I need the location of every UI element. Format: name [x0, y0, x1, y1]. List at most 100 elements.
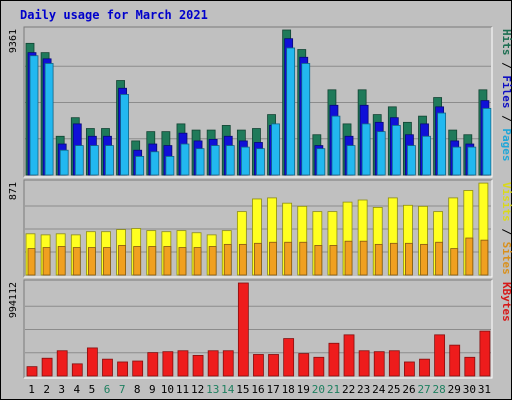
kbytes-border-dark — [23, 279, 492, 378]
kbytes-border-light — [24, 280, 493, 379]
visits-sites-bar — [42, 247, 51, 276]
kbytes-kbytes-bar — [373, 351, 385, 377]
x-tick-label: 12 — [191, 383, 204, 396]
visits-sites-bar — [374, 243, 383, 276]
x-tick-label: 25 — [387, 383, 400, 396]
visits-sites-bar — [133, 246, 142, 276]
hits-pages-bar — [331, 115, 341, 176]
visits-legend-sites: Sites — [500, 242, 512, 275]
x-tick-label: 5 — [89, 383, 96, 396]
hits-pages-bar — [467, 146, 477, 176]
hits-ymax-label: 9361 — [8, 29, 19, 53]
visits-legend-separator: / — [500, 222, 512, 242]
hits-pages-bar — [180, 143, 190, 176]
kbytes-kbytes-bar — [253, 354, 264, 377]
x-tick-label: 21 — [327, 383, 340, 396]
x-tick-label: 4 — [74, 383, 81, 396]
visits-sites-bar — [118, 245, 126, 276]
kbytes-kbytes-bar — [298, 353, 310, 377]
x-tick-label: 19 — [297, 383, 310, 396]
kbytes-kbytes-bar — [177, 350, 189, 377]
hits-pages-bar — [361, 123, 371, 176]
kbytes-kbytes-bar — [207, 350, 219, 377]
visits-sites-bar — [344, 240, 353, 276]
kbytes-kbytes-bar — [41, 357, 53, 377]
chart-title: Daily usage for March 2021 — [20, 8, 208, 22]
x-tick-label: 11 — [176, 383, 189, 396]
kbytes-kbytes-bar — [26, 366, 38, 377]
kbytes-kbytes-bar — [237, 282, 249, 377]
kbytes-kbytes-bar — [404, 361, 415, 377]
hits-pages-bar — [165, 156, 175, 176]
x-tick-label: 26 — [402, 383, 415, 396]
visits-sites-bar — [314, 245, 323, 276]
x-tick-label: 13 — [206, 383, 219, 396]
hits-pages-bar — [437, 112, 447, 176]
visits-sites-bar — [163, 246, 172, 276]
visits-sites-bar — [27, 248, 36, 276]
kbytes-kbytes-bar — [358, 350, 370, 377]
hits-border-light — [24, 27, 493, 178]
visits-sites-bar — [420, 243, 428, 276]
x-tick-label: 15 — [236, 383, 249, 396]
visits-sites-bar — [450, 248, 459, 276]
hits-pages-bar — [407, 145, 416, 176]
x-tick-label: 14 — [221, 383, 235, 396]
kbytes-kbytes-bar — [388, 350, 400, 377]
kbytes-kbytes-bar — [479, 330, 491, 377]
visits-sites-bar — [103, 247, 111, 276]
hits-pages-bar — [391, 125, 401, 176]
kbytes-kbytes-bar — [464, 356, 476, 377]
kbytes-kbytes-bar — [56, 350, 68, 377]
kbytes-kbytes-bar — [343, 334, 355, 377]
x-tick-label: 6 — [104, 383, 111, 396]
visits-sites-bar — [178, 247, 187, 276]
x-tick-label: 2 — [43, 383, 50, 396]
visits-sites-bar — [57, 246, 66, 276]
kbytes-kbytes-bar — [434, 334, 446, 377]
panel-hits: 9361 Hits / Files / Pages — [8, 26, 512, 178]
visits-sites-bar — [223, 243, 232, 276]
x-tick-label: 28 — [433, 383, 446, 396]
visits-sites-bar — [238, 243, 247, 276]
visits-sites-bar — [405, 242, 413, 276]
hits-pages-bar — [29, 55, 39, 176]
kbytes-legend: KBytes — [500, 282, 512, 322]
x-tick-label: 22 — [342, 383, 355, 396]
hits-pages-bar — [286, 47, 296, 176]
hits-legend-hits: Hits — [500, 29, 512, 56]
hits-pages-bar — [316, 148, 326, 176]
hits-pages-bar — [452, 146, 462, 176]
kbytes-kbytes-bar — [313, 356, 325, 377]
hits-pages-bar — [44, 63, 54, 176]
hits-pages-bar — [150, 151, 160, 176]
hits-legend-separator: / — [500, 109, 512, 129]
kbytes-kbytes-bar — [328, 342, 340, 377]
visits-border-dark — [23, 179, 492, 277]
hits-pages-bar — [210, 145, 220, 176]
visits-sites-bar — [359, 240, 368, 276]
hits-pages-bar — [120, 94, 129, 176]
x-tick-label: 16 — [251, 383, 264, 396]
x-tick-label: 18 — [282, 383, 295, 396]
panel-visits: 871 Visits / Sites — [8, 179, 512, 278]
kbytes-kbytes-bar — [449, 344, 461, 377]
hits-pages-bar — [225, 145, 235, 176]
visits-sites-bar — [193, 247, 202, 276]
hits-pages-bar — [346, 145, 356, 176]
x-tick-label: 10 — [161, 383, 174, 396]
hits-legend-files: Files — [500, 75, 512, 108]
visits-legend-visits: Visits — [500, 182, 512, 222]
hits-legend-pages: Pages — [500, 128, 512, 161]
kbytes-kbytes-bar — [132, 360, 144, 377]
x-tick-label: 7 — [119, 383, 126, 396]
hits-pages-bar — [376, 131, 386, 176]
visits-sites-bar — [254, 242, 262, 276]
x-tick-label: 30 — [463, 383, 476, 396]
visits-sites-bar — [269, 241, 277, 276]
hits-pages-bar — [59, 149, 69, 176]
hits-border-dark — [23, 26, 492, 177]
x-tick-label: 23 — [357, 383, 370, 396]
visits-sites-bar — [299, 241, 308, 276]
